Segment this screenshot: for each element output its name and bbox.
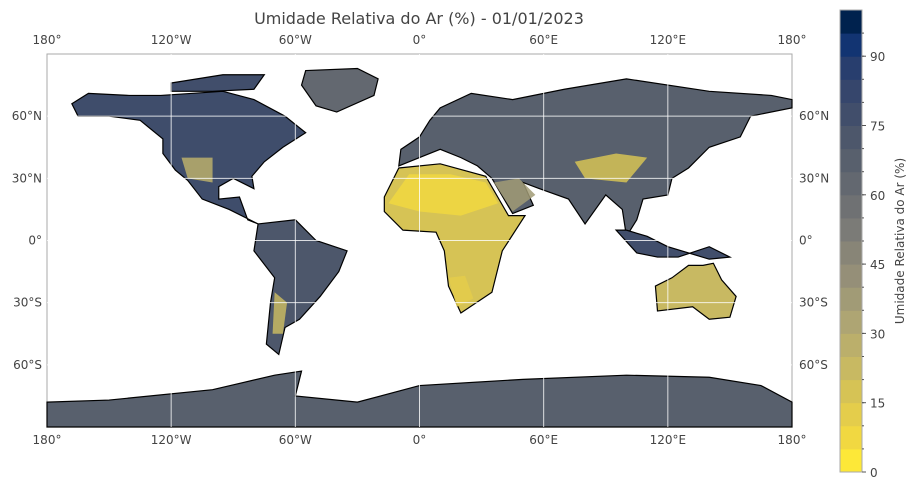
colorbar-bin: [840, 194, 862, 219]
colorbar-tick-label: 90: [870, 50, 885, 64]
lat-tick-label: 0°: [799, 234, 813, 248]
colorbar-tick-label: 75: [870, 120, 885, 134]
tibet-dry-zone: [574, 153, 648, 183]
colorbar-bin: [840, 425, 862, 450]
lon-tick-label: 0°: [413, 33, 427, 47]
colorbar-bin: [840, 241, 862, 265]
lon-tick-label: 120°W: [151, 433, 192, 447]
colorbar-bin: [840, 264, 862, 288]
australia-landmass: [654, 262, 737, 320]
lon-tick-label: 60°E: [529, 433, 558, 447]
lat-tick-label: 0°: [28, 234, 42, 248]
colorbar-bin: [840, 217, 862, 242]
lon-tick-label: 180°: [33, 433, 62, 447]
sahara-dry-zone: [388, 174, 499, 216]
lon-tick-label: 180°: [778, 33, 807, 47]
lat-tick-label: 30°S: [13, 296, 42, 310]
colorbar-bin: [840, 148, 862, 173]
lon-tick-label: 60°W: [279, 433, 312, 447]
greenland-landmass: [300, 67, 379, 113]
lon-tick-label: 120°E: [650, 433, 687, 447]
colorbar-bin: [840, 310, 862, 334]
colorbar-bin: [840, 10, 862, 34]
lon-tick-label: 180°: [778, 433, 807, 447]
colorbar-bin: [840, 379, 862, 404]
colorbar-tick-label: 0: [870, 466, 878, 480]
lon-tick-label: 60°E: [529, 33, 558, 47]
lon-tick-label: 120°E: [650, 33, 687, 47]
lat-tick-label: 60°S: [13, 358, 42, 372]
lat-tick-label: 30°S: [799, 296, 828, 310]
colorbar-bin: [840, 356, 862, 381]
colorbar-bin: [840, 56, 862, 80]
lon-tick-label: 180°: [33, 33, 62, 47]
sw-us-dry-zone: [181, 157, 213, 183]
colorbar-tick-label: 45: [870, 258, 885, 272]
colorbar-bin: [840, 33, 862, 57]
colorbar-bin: [840, 287, 862, 311]
colorbar-tick-label: 15: [870, 397, 885, 411]
colorbar-bin: [840, 402, 862, 427]
colorbar-tick-label: 30: [870, 327, 885, 341]
colorbar-bin: [840, 125, 862, 150]
lat-tick-label: 60°S: [799, 358, 828, 372]
lat-tick-label: 60°N: [12, 109, 42, 123]
indonesia-landmass: [614, 229, 733, 260]
colorbar-bin: [840, 102, 862, 126]
lon-tick-label: 0°: [413, 433, 427, 447]
colorbar: 0 15 30 45 60 75 90: [839, 9, 885, 480]
lon-tick-label: 60°W: [279, 33, 312, 47]
colorbar-bin: [840, 448, 862, 473]
map-area: [46, 53, 793, 428]
kalahari-dry-zone: [448, 275, 474, 307]
chart-title: Umidade Relativa do Ar (%) - 01/01/2023: [254, 9, 584, 28]
colorbar-bin: [840, 171, 862, 196]
colorbar-tick-label: 60: [870, 189, 885, 203]
colorbar-label: Umidade Relativa do Ar (%): [893, 158, 907, 324]
arabia-dry-zone: [494, 178, 536, 212]
colorbar-bin: [840, 79, 862, 103]
axis-ticks: 180° 180° 120°W 120°W 60°W 60°W 0° 0° 60°E 60°E 12…: [12, 33, 830, 447]
lat-tick-label: 30°N: [799, 171, 829, 185]
lon-tick-label: 120°W: [151, 33, 192, 47]
lat-tick-label: 30°N: [12, 171, 42, 185]
lat-tick-label: 60°N: [799, 109, 829, 123]
colorbar-bin: [840, 333, 862, 357]
